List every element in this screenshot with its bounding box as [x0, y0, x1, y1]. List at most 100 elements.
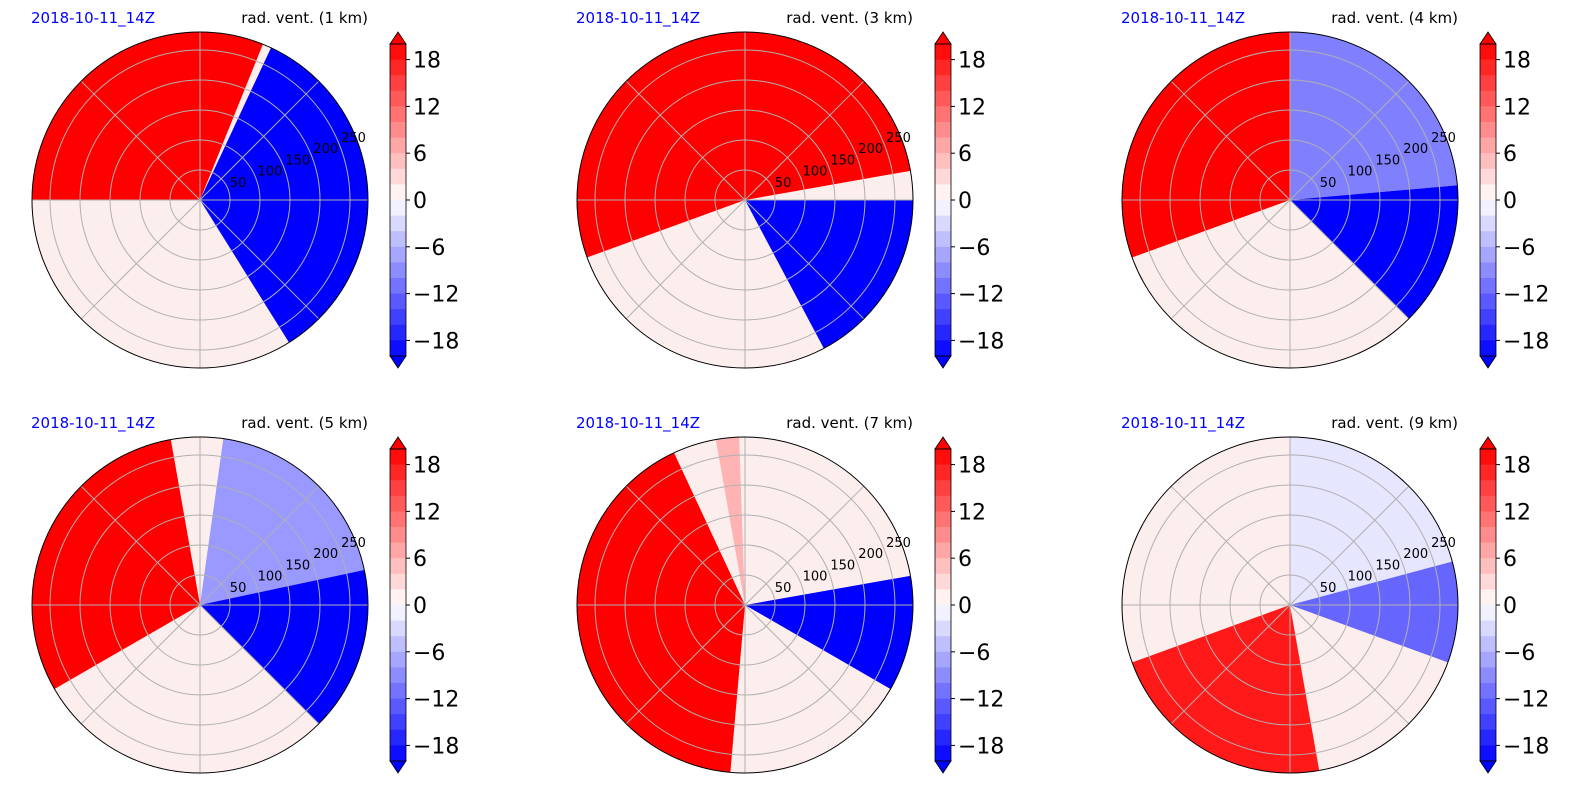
panel-5: 2018-10-11_14Z rad. vent. (7 km) 50 100 150 2… [545, 405, 1085, 805]
ring-label: 200 [1403, 142, 1428, 157]
ring-label: 100 [803, 570, 828, 585]
colorbar-step [1480, 309, 1496, 326]
colorbar-step [1480, 480, 1496, 497]
colorbar-step [935, 168, 951, 185]
ring-label: 50 [230, 581, 247, 596]
colorbar-step [1480, 122, 1496, 139]
colorbar: 18 12 6 0 −6 −12 −18 [1479, 31, 1549, 369]
azimuth-spoke [199, 80, 320, 201]
ring-label: 200 [858, 142, 883, 157]
azimuth-spoke [1170, 604, 1291, 725]
colorbar-step [390, 59, 406, 76]
panel-title: rad. vent. (3 km) [786, 9, 913, 27]
colorbar-step [390, 90, 406, 107]
colorbar-tick-label: 18 [1503, 454, 1531, 479]
region-red-west [32, 437, 200, 691]
date-label: 2018-10-11_14Z [31, 414, 155, 433]
colorbar-tick-label: 0 [958, 594, 972, 619]
colorbar-step [1480, 464, 1496, 481]
region-blue-southeast [1290, 185, 1458, 322]
azimuth-spoke [625, 485, 746, 606]
colorbar-tick-label: 12 [413, 95, 441, 120]
ring-label: 200 [1403, 547, 1428, 562]
azimuth-spoke [1289, 80, 1410, 201]
azimuth-spoke [1289, 199, 1410, 320]
colorbar-step [1480, 745, 1496, 762]
colorbar-tick-label: −18 [958, 734, 1004, 759]
colorbar-step [390, 231, 406, 248]
colorbar-step [1480, 542, 1496, 559]
date-label: 2018-10-11_14Z [576, 414, 700, 433]
region-red-plume-north [715, 437, 745, 605]
colorbar-step [390, 573, 406, 590]
ring-label: 250 [886, 131, 911, 146]
polar-grid [32, 32, 368, 368]
colorbar-extend-bottom [934, 355, 952, 369]
region-red-north [200, 32, 265, 200]
colorbar-tick-label: 18 [958, 49, 986, 74]
ring-label: 250 [341, 536, 366, 551]
ring-label: 250 [341, 131, 366, 146]
colorbar-step [390, 324, 406, 341]
colorbar-tick-label: 0 [413, 594, 427, 619]
date-label: 2018-10-11_14Z [576, 9, 700, 28]
azimuth-spoke [1289, 604, 1410, 725]
azimuth-spoke [1170, 199, 1291, 320]
azimuth-spoke [1289, 485, 1410, 606]
azimuth-spoke [625, 604, 746, 725]
colorbar-step [1480, 340, 1496, 357]
colorbar-extend-top [389, 436, 407, 450]
colorbar-step [390, 153, 406, 170]
colorbar-step [935, 153, 951, 170]
colorbar-step [390, 511, 406, 528]
colorbar-tick-label: −6 [1503, 236, 1535, 261]
polar-plot: 2018-10-11_14Z rad. vent. (7 km)501001502… [576, 414, 1004, 774]
azimuth-spoke [199, 604, 320, 725]
ring-label: 100 [803, 165, 828, 180]
colorbar-step [390, 184, 406, 201]
colorbar-step [1480, 324, 1496, 341]
ring-label: 150 [830, 153, 855, 168]
region-red-west-arc [577, 449, 745, 773]
colorbar-step [390, 200, 406, 217]
colorbar-step [935, 215, 951, 232]
colorbar-step [935, 480, 951, 497]
colorbar-step [390, 683, 406, 700]
colorbar-tick-label: −12 [958, 283, 1004, 308]
date-label: 2018-10-11_14Z [1121, 414, 1245, 433]
colorbar-step [1480, 246, 1496, 263]
colorbar-step [935, 231, 951, 248]
colorbar-step [1480, 449, 1496, 466]
date-label: 2018-10-11_14Z [1121, 9, 1245, 28]
colorbar-step [1480, 605, 1496, 622]
colorbar-step [1480, 620, 1496, 637]
ring-label: 250 [886, 536, 911, 551]
colorbar-tick-label: −6 [413, 641, 445, 666]
plot-boundary [31, 436, 369, 774]
colorbar-extend-bottom [934, 760, 952, 774]
plot-boundary [576, 31, 914, 369]
ring-label: 250 [1431, 536, 1456, 551]
colorbar-step [1480, 495, 1496, 512]
colorbar-tick-label: 18 [413, 49, 441, 74]
colorbar-step [390, 667, 406, 684]
colorbar-step [390, 464, 406, 481]
polar-grid [577, 32, 913, 368]
colorbar-extend-top [934, 31, 952, 45]
colorbar-tick-label: 0 [958, 189, 972, 214]
ring-label: 250 [1431, 131, 1456, 146]
colorbar-step [935, 745, 951, 762]
colorbar-step [390, 636, 406, 653]
colorbar-step [390, 527, 406, 544]
colorbar-tick-label: 0 [1503, 594, 1517, 619]
colorbar-step [1480, 293, 1496, 310]
colorbar-tick-label: −12 [1503, 688, 1549, 713]
colorbar-step [1480, 262, 1496, 279]
colorbar-tick-label: −12 [1503, 283, 1549, 308]
colorbar-step [390, 137, 406, 154]
colorbar-step [1480, 278, 1496, 295]
colorbar-step [390, 278, 406, 295]
azimuth-spoke [625, 199, 746, 320]
azimuth-spoke [625, 80, 746, 201]
colorbar-tick-label: 6 [958, 142, 972, 167]
